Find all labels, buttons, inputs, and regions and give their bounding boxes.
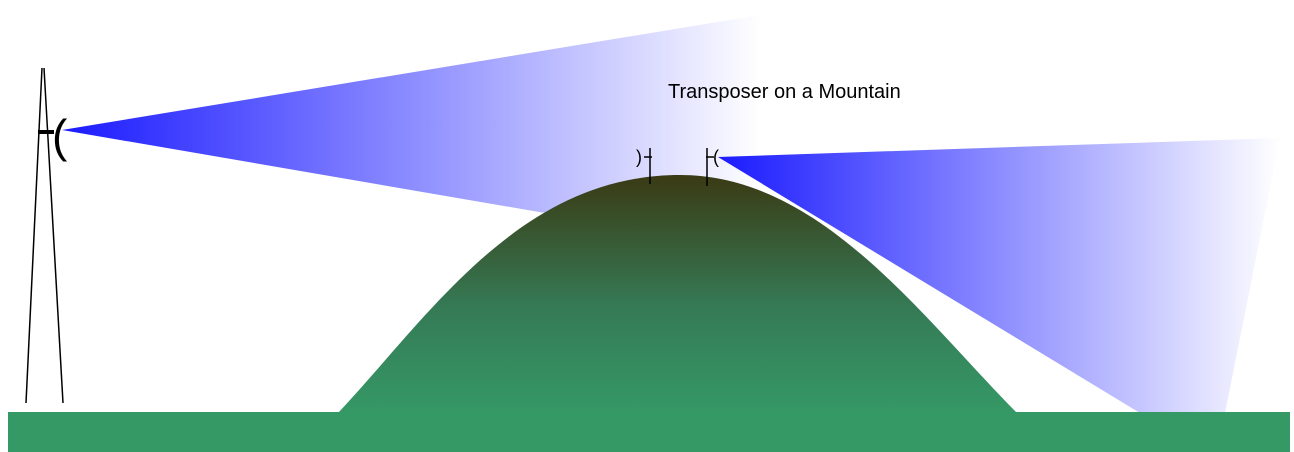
receive-antenna-icon: )	[636, 147, 642, 167]
signal-beam-tower	[62, 15, 760, 250]
tower-antenna-icon: (	[52, 110, 68, 162]
ground	[8, 412, 1290, 452]
signal-beam-transposer	[718, 138, 1280, 413]
transmit-antenna-icon: (	[713, 147, 719, 167]
mountain	[338, 175, 1017, 413]
receive-antenna	[644, 148, 652, 184]
transmission-tower	[25, 67, 64, 404]
transmit-antenna	[706, 148, 714, 186]
diagram-title: Transposer on a Mountain	[668, 81, 901, 103]
